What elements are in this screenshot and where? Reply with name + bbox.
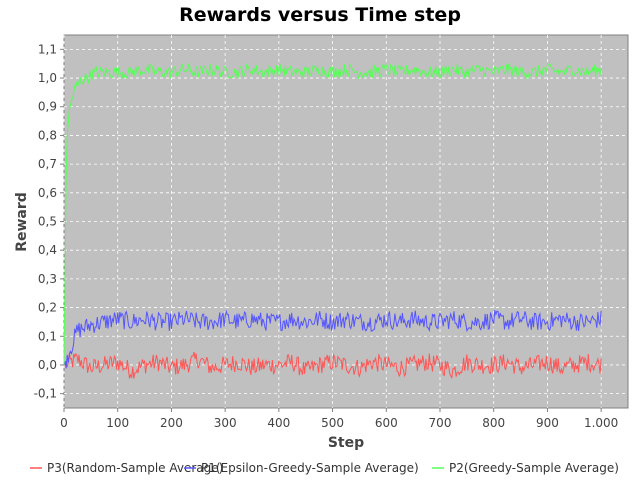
series-line-1: [63, 351, 602, 380]
x-axis: 0 100 200 300 400 500 600 700 800 900 1.000: [60, 408, 618, 430]
y-tick-label: 0,7: [38, 157, 57, 171]
series-lines: [63, 62, 602, 380]
x-tick-label: 500: [321, 416, 344, 430]
legend-label: P2(Greedy-Sample Average): [449, 461, 619, 475]
y-tick-label: 0,2: [38, 301, 57, 315]
y-axis: -0,1 0,0 0,1 0,2 0,3 0,4 0,5 0,6 0,7 0,8 0,9 1,0 1,1: [34, 42, 64, 401]
x-tick-label: 600: [375, 416, 398, 430]
x-tick-label: 400: [267, 416, 290, 430]
x-tick-label: 1.000: [584, 416, 618, 430]
y-tick-label: 1,0: [38, 71, 57, 85]
y-axis-label: Reward: [14, 192, 30, 252]
y-tick-label: -0,1: [34, 387, 57, 401]
x-tick-label: 200: [160, 416, 183, 430]
y-tick-label: 0,9: [38, 100, 57, 114]
legend-label: P3(Random-Sample Average): [47, 461, 223, 475]
x-axis-label: Step: [328, 435, 364, 451]
x-tick-label: 100: [106, 416, 129, 430]
y-tick-label: 0,1: [38, 329, 57, 343]
y-tick-label: 0,5: [38, 215, 57, 229]
legend-label: P1(Epsilon-Greedy-Sample Average): [201, 461, 419, 475]
y-tick-label: 1,1: [38, 42, 57, 56]
legend: P3(Random-Sample Average)P1(Epsilon-Gree…: [30, 461, 619, 475]
y-tick-label: 0,0: [38, 358, 57, 372]
chart-title: Rewards versus Time step: [179, 4, 461, 26]
y-tick-label: 0,4: [38, 243, 57, 257]
x-tick-label: 800: [482, 416, 505, 430]
y-tick-label: 0,6: [38, 186, 57, 200]
y-tick-label: 0,8: [38, 128, 57, 142]
series-line-3: [63, 62, 602, 366]
x-tick-label: 900: [536, 416, 559, 430]
series-line-2: [63, 309, 602, 369]
x-tick-label: 300: [214, 416, 237, 430]
y-tick-label: 0,3: [38, 272, 57, 286]
x-tick-label: 0: [60, 416, 68, 430]
x-tick-label: 700: [429, 416, 452, 430]
